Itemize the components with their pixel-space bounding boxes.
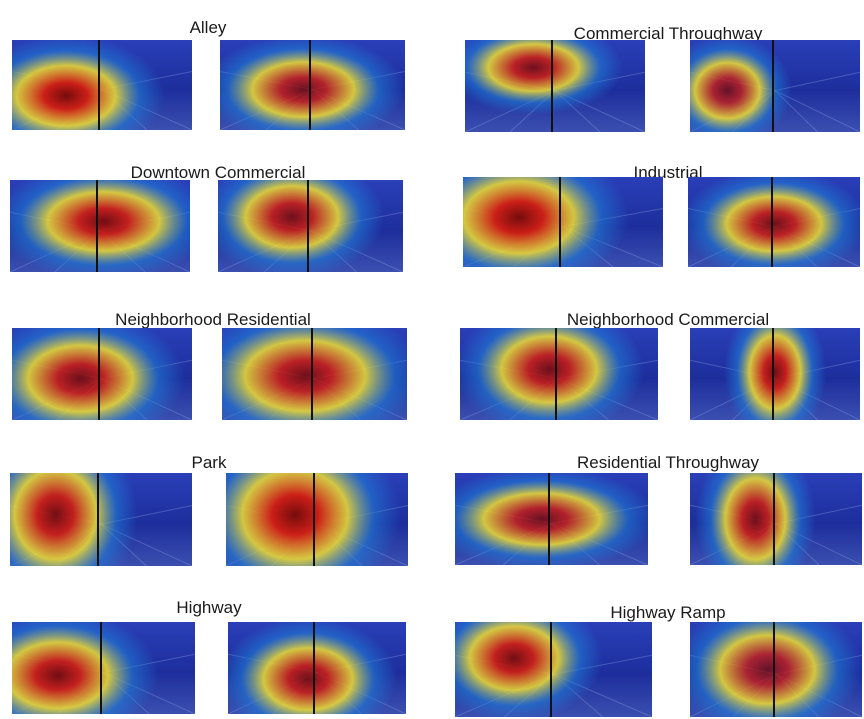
heatmap-image — [455, 622, 652, 717]
view-divider — [559, 177, 561, 267]
heat-blob — [12, 40, 165, 130]
heat-blob — [460, 328, 645, 420]
panel-title: Neighborhood Commercial — [566, 310, 770, 329]
heatmap-image — [218, 180, 403, 272]
heat-blob — [690, 40, 792, 132]
heatmap-image — [455, 473, 648, 565]
view-divider — [773, 622, 775, 717]
panel-title: Residential Throughway — [576, 453, 760, 472]
panel-title: Alley — [189, 18, 227, 37]
heat-blob — [228, 622, 398, 714]
heatmap-image — [10, 473, 192, 566]
view-divider — [313, 473, 315, 566]
heat-blob — [455, 473, 648, 565]
view-divider — [98, 40, 100, 130]
view-divider — [550, 622, 552, 717]
heatmap-image — [690, 622, 862, 717]
heatmap-image — [688, 177, 860, 267]
view-divider — [313, 622, 315, 714]
view-divider — [96, 180, 98, 272]
heat-blob — [455, 622, 603, 717]
heat-blob — [222, 328, 407, 420]
heatmap-image — [690, 473, 862, 565]
heatmap-image — [220, 40, 405, 130]
heat-blob — [695, 473, 816, 565]
view-divider — [548, 473, 550, 565]
heat-blob — [218, 180, 385, 272]
panel-title: Downtown Commercial — [130, 163, 306, 182]
view-divider — [97, 473, 99, 566]
view-divider — [309, 40, 311, 130]
heat-blob — [220, 40, 405, 130]
view-divider — [773, 473, 775, 565]
panel-title: Highway Ramp — [610, 603, 726, 622]
heatmap-image — [226, 473, 408, 566]
heat-blob — [12, 622, 159, 714]
heat-blob — [690, 622, 862, 717]
view-divider — [311, 328, 313, 420]
heat-blob — [688, 177, 860, 267]
view-divider — [307, 180, 309, 272]
heatmap-image — [465, 40, 645, 132]
panel-title: Neighborhood Residential — [115, 310, 311, 329]
view-divider — [555, 328, 557, 420]
heat-blob — [10, 180, 190, 272]
panel-title: Highway — [176, 598, 242, 617]
heatmap-image — [228, 622, 406, 714]
heatmap-image — [222, 328, 407, 420]
heat-blob — [465, 40, 624, 115]
heatmap-image — [12, 328, 192, 420]
heatmap-image — [690, 328, 860, 420]
view-divider — [98, 328, 100, 420]
panel-title: Commercial Throughway — [573, 24, 763, 43]
heatmap-image — [12, 40, 192, 130]
heat-blob — [724, 328, 826, 420]
heatmap-image — [10, 180, 190, 272]
heatmap-image — [690, 40, 860, 132]
view-divider — [772, 40, 774, 132]
view-divider — [551, 40, 553, 132]
view-divider — [772, 328, 774, 420]
heatmap-image — [460, 328, 658, 420]
heat-blob — [463, 177, 629, 267]
view-divider — [100, 622, 102, 714]
heatmap-image — [12, 622, 195, 714]
heatmap-image — [463, 177, 663, 267]
panel-title: Park — [191, 453, 227, 472]
heat-blob — [10, 473, 138, 566]
view-divider — [771, 177, 773, 267]
